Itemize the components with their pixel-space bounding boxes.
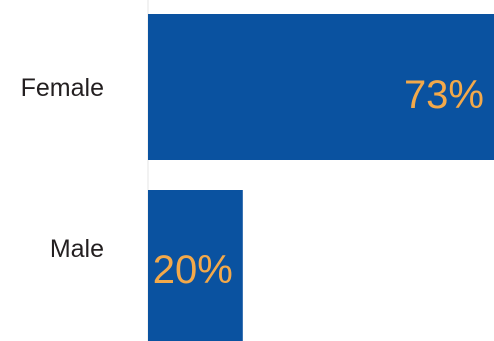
category-label-female: Female xyxy=(21,74,104,102)
value-label-female: 73% xyxy=(404,73,484,117)
category-label-male: Male xyxy=(50,235,104,263)
value-label-male: 20% xyxy=(153,248,233,292)
bar-female xyxy=(148,14,494,160)
bars-group xyxy=(148,14,494,341)
category-labels-group: Female Male xyxy=(21,74,104,263)
bar-male xyxy=(148,190,243,341)
value-labels-group: 73% 20% xyxy=(153,73,484,292)
